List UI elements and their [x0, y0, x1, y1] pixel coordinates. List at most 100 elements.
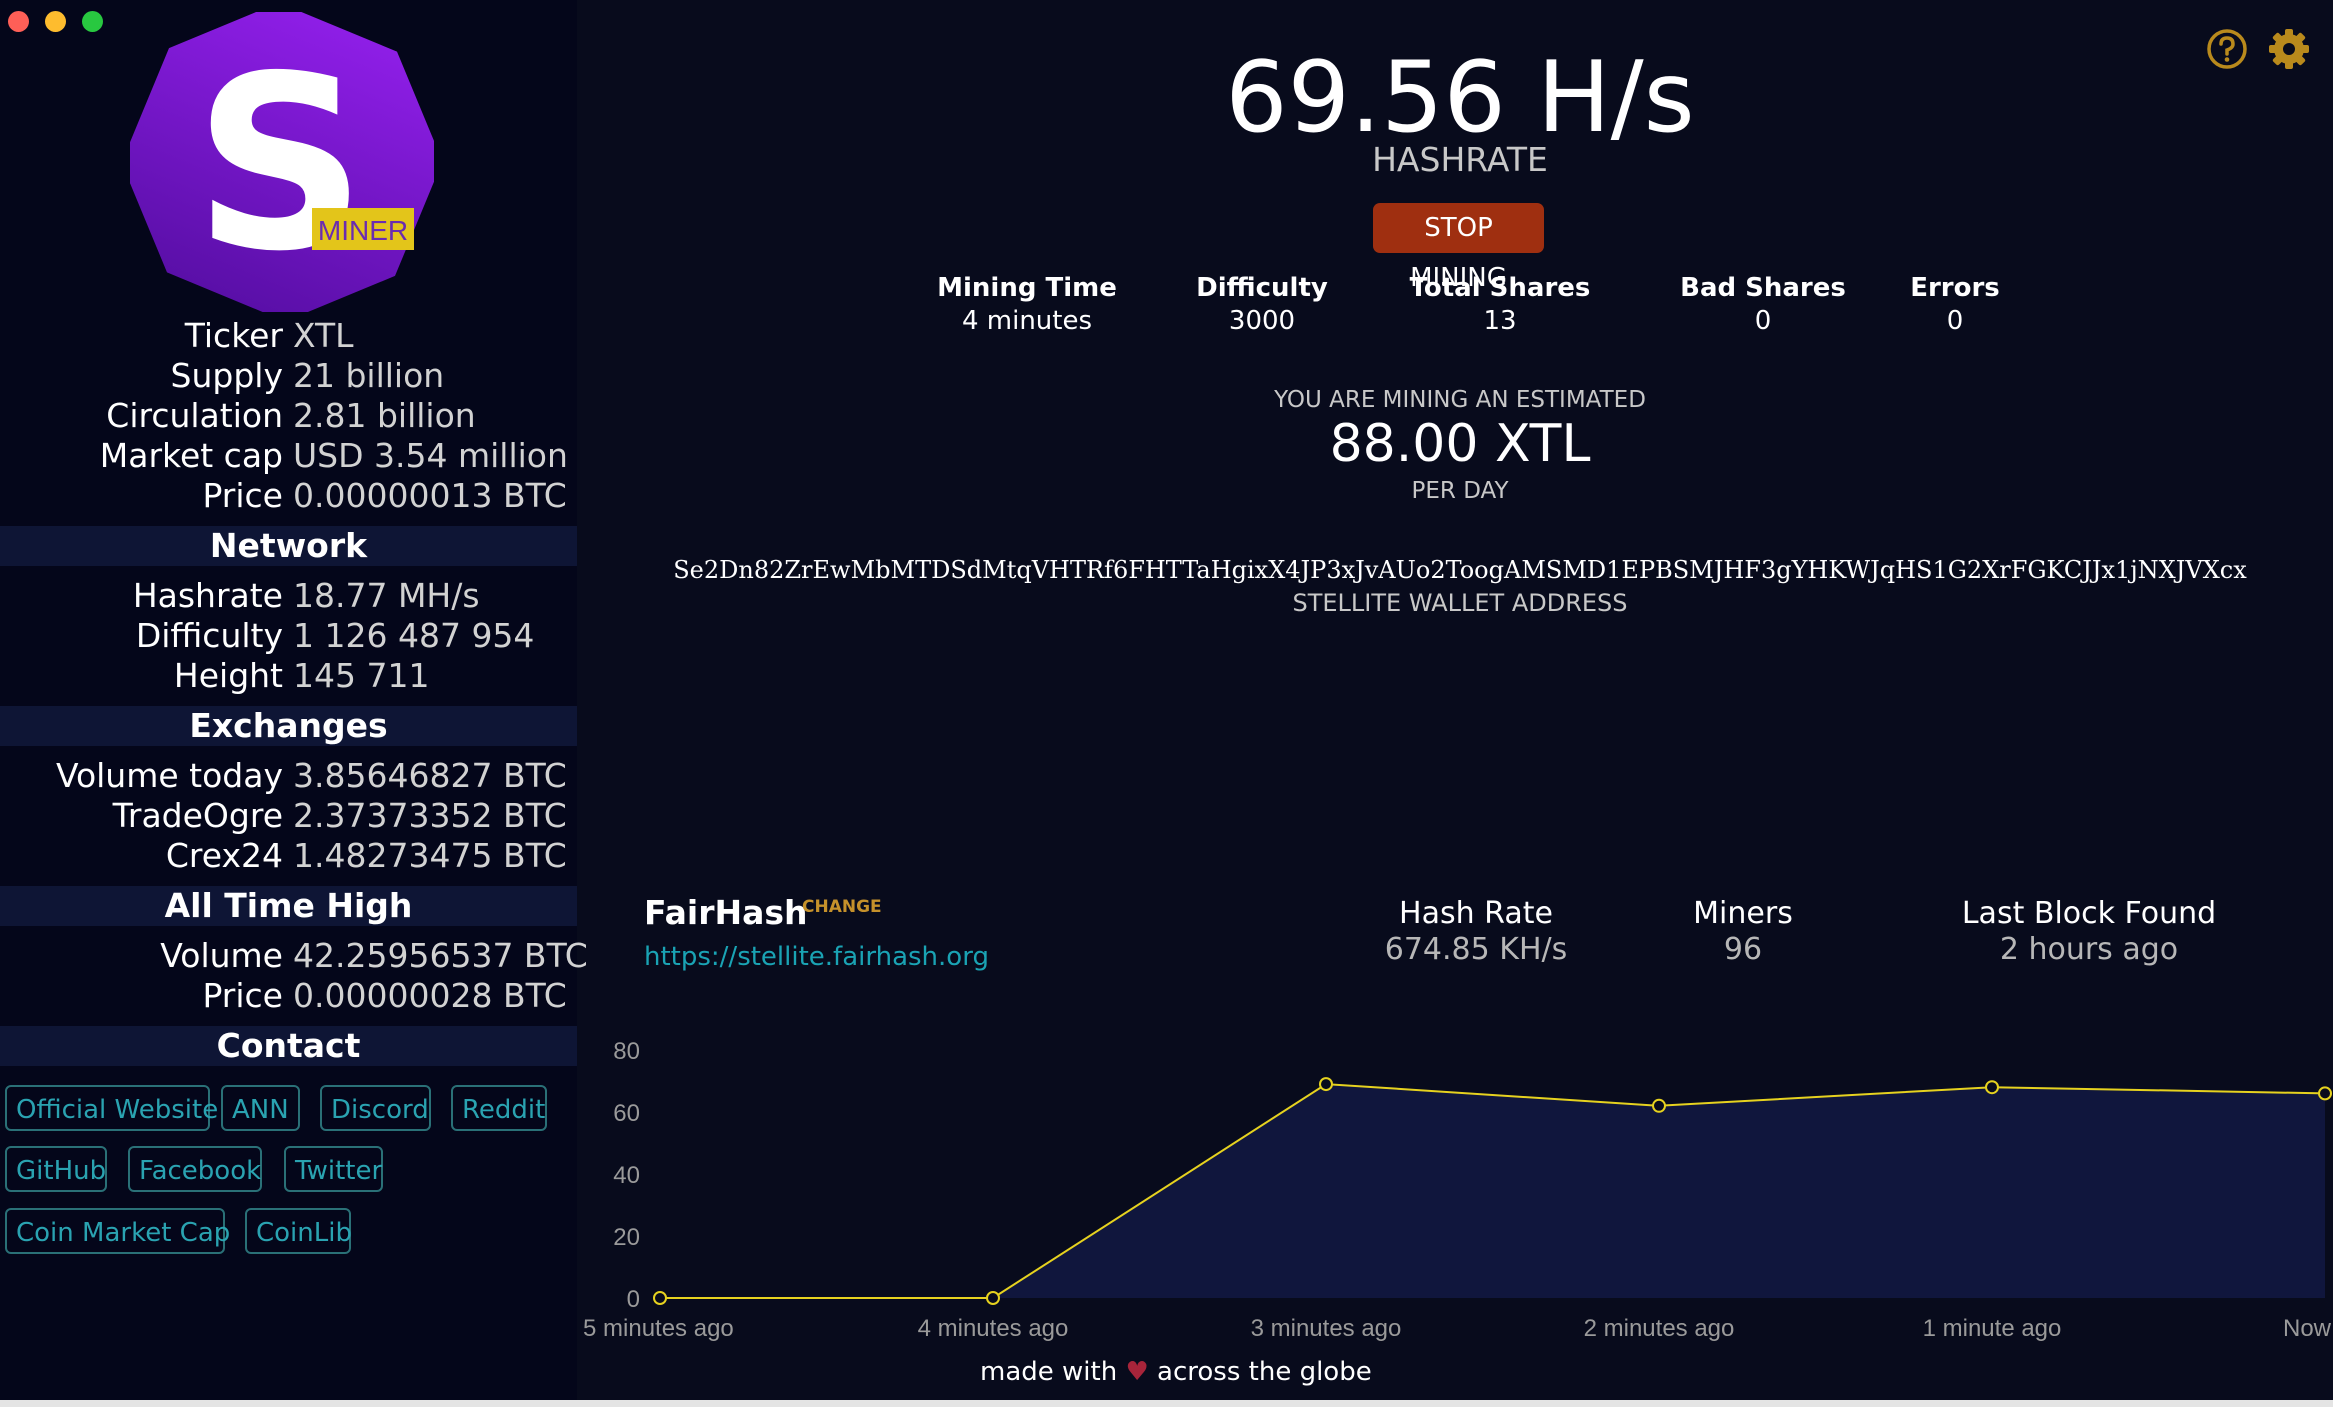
circulation-value: 2.81 billion — [293, 396, 476, 435]
data-point — [2318, 1086, 2332, 1101]
footer-prefix: made with — [980, 1357, 1118, 1387]
mining-time-label: Mining Time — [937, 273, 1117, 303]
errors-stat: Errors 0 — [1910, 272, 2000, 337]
difficulty-value: 3000 — [1228, 306, 1296, 336]
circulation-label: Circulation — [106, 396, 283, 435]
mining-time-stat: Mining Time 4 minutes — [937, 272, 1117, 337]
estimate-prefix: YOU ARE MINING AN ESTIMATED — [1274, 387, 1646, 413]
pool-miners-value: 96 — [1723, 932, 1763, 967]
pool-miners-stat: Miners 96 — [1693, 896, 1793, 968]
data-point — [1652, 1098, 1666, 1113]
data-point — [986, 1291, 1000, 1305]
hashrate-chart: 0 20 40 60 80 5 minutes ago 4 minutes ago 3 min… — [583, 1038, 2332, 1342]
series-line — [660, 1083, 2326, 1299]
y-tick-label: 80 — [613, 1038, 640, 1065]
zoom-window-button[interactable] — [82, 11, 103, 32]
close-window-button[interactable] — [8, 11, 29, 32]
volume-today-value: 3.85646827 BTC — [293, 756, 567, 795]
data-point — [1319, 1077, 1333, 1092]
price-value: 0.00000013 BTC — [293, 476, 567, 515]
coinlib-link[interactable]: CoinLib — [245, 1208, 352, 1254]
reddit-link[interactable]: Reddit — [451, 1085, 547, 1131]
ath-volume-value: 42.25956537 BTC — [293, 936, 588, 975]
circulation-row: Circulation 2.81 billion — [0, 396, 577, 436]
supply-row: Supply 21 billion — [0, 356, 577, 396]
twitter-link[interactable]: Twitter — [284, 1146, 383, 1192]
estimate-suffix: PER DAY — [1411, 478, 1509, 504]
pool-hashrate-value: 674.85 KH/s — [1384, 932, 1568, 967]
crex24-row: Crex24 1.48273475 BTC — [0, 836, 577, 876]
crex24-value: 1.48273475 BTC — [293, 836, 567, 875]
wallet-address-label: STELLITE WALLET ADDRESS — [1292, 589, 1628, 617]
supply-value: 21 billion — [293, 356, 445, 395]
ann-link[interactable]: ANN — [221, 1085, 300, 1131]
minimize-window-button[interactable] — [45, 11, 66, 32]
market-cap-row: Market cap USD 3.54 million — [0, 436, 577, 476]
y-tick-label: 20 — [613, 1224, 640, 1251]
network-hashrate-value: 18.77 MH/s — [293, 576, 480, 615]
network-section-title: Network — [0, 526, 577, 566]
ath-price-label: Price — [202, 976, 283, 1015]
bad-shares-stat: Bad Shares 0 — [1680, 272, 1846, 337]
network-height-row: Height 145 711 — [0, 656, 577, 696]
x-tick-label: 1 minute ago — [1923, 1315, 2062, 1342]
official-website-link[interactable]: Official Website — [5, 1085, 218, 1131]
volume-today-label: Volume today — [55, 756, 283, 795]
ath-section-title: All Time High — [0, 886, 577, 926]
mining-time-value: 4 minutes — [961, 306, 1093, 336]
pool-name: FairHash — [644, 893, 808, 932]
logo-badge: MINER — [318, 215, 408, 246]
coin-market-cap-link[interactable]: Coin Market Cap — [5, 1208, 230, 1254]
data-point — [653, 1291, 667, 1305]
window-bottom-edge — [0, 1400, 2333, 1407]
footer-suffix: across the globe — [1157, 1357, 1372, 1387]
pool-url-link[interactable]: https://stellite.fairhash.org — [644, 942, 989, 972]
network-hashrate-label: Hashrate — [132, 576, 283, 615]
total-shares-label: Total Shares — [1409, 273, 1591, 303]
ath-price-row: Price 0.00000028 BTC — [0, 976, 577, 1016]
discord-link[interactable]: Discord — [320, 1085, 431, 1131]
hashrate-label: HASHRATE — [1372, 140, 1548, 179]
price-row: Price 0.00000013 BTC — [0, 476, 577, 516]
github-link[interactable]: GitHub — [5, 1146, 107, 1192]
ticker-value: XTL — [293, 316, 354, 355]
total-shares-value: 13 — [1483, 306, 1517, 336]
y-tick-label: 60 — [613, 1100, 640, 1127]
x-tick-label: 4 minutes ago — [918, 1315, 1069, 1342]
price-label: Price — [202, 476, 283, 515]
pool-hashrate-stat: Hash Rate 674.85 KH/s — [1385, 896, 1567, 968]
network-height-label: Height — [173, 656, 283, 695]
x-tick-label: 5 minutes ago — [583, 1315, 734, 1342]
tradeogre-row: TradeOgre 2.37373352 BTC — [0, 796, 577, 836]
bad-shares-label: Bad Shares — [1680, 273, 1846, 303]
series-area — [660, 1084, 2325, 1298]
logo-letter: S — [194, 24, 367, 304]
app-logo: S MINER — [130, 12, 434, 312]
network-difficulty-value: 1 126 487 954 — [293, 616, 535, 655]
bad-shares-value: 0 — [1754, 306, 1772, 336]
y-tick-label: 0 — [627, 1286, 640, 1313]
stop-mining-button[interactable]: STOP MINING — [1373, 203, 1544, 293]
crex24-label: Crex24 — [165, 836, 283, 875]
gear-icon[interactable] — [2267, 27, 2311, 71]
total-shares-stat: Total Shares 13 — [1410, 272, 1591, 337]
data-point — [1985, 1080, 1999, 1095]
footer: made with ♥ across the globe — [980, 1355, 1372, 1389]
network-height-value: 145 711 — [293, 656, 430, 695]
ticker-row: Ticker XTL — [0, 316, 577, 356]
facebook-link[interactable]: Facebook — [128, 1146, 262, 1192]
errors-label: Errors — [1910, 273, 2000, 303]
heart-icon: ♥ — [1125, 1357, 1149, 1387]
ath-price-value: 0.00000028 BTC — [293, 976, 567, 1015]
sidebar: S MINER Ticker XTL Supply 21 billion Cir… — [0, 0, 588, 1400]
tradeogre-value: 2.37373352 BTC — [293, 796, 567, 835]
network-hashrate-row: Hashrate 18.77 MH/s — [0, 576, 577, 616]
market-cap-value: USD 3.54 million — [293, 436, 568, 475]
x-tick-label: 3 minutes ago — [1251, 1315, 1402, 1342]
change-pool-button[interactable]: CHANGE — [802, 897, 882, 917]
pool-miners-label: Miners — [1693, 896, 1793, 931]
help-icon[interactable] — [2206, 28, 2248, 70]
ticker-label: Ticker — [184, 316, 283, 355]
wallet-address[interactable]: Se2Dn82ZrEwMbMTDSdMtqVHTRf6FHTTaHgixX4JP… — [673, 556, 2247, 584]
pool-last-block-value: 2 hours ago — [1999, 932, 2179, 967]
